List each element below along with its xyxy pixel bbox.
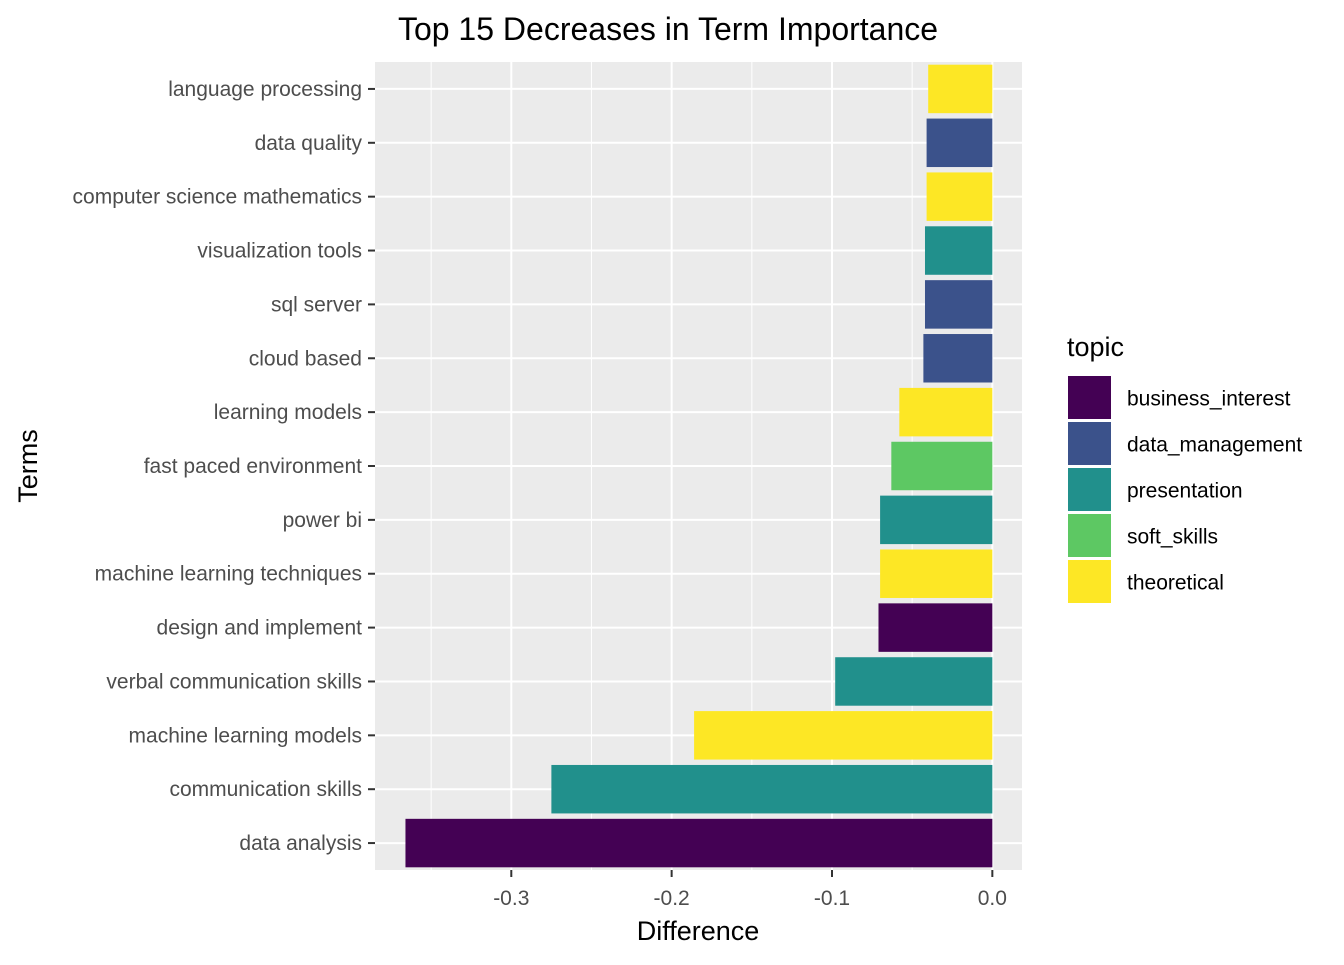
y-tick-label: verbal communication skills: [106, 670, 362, 693]
legend-label-theoretical: theoretical: [1127, 572, 1224, 595]
bar-fast-paced-environment: [891, 441, 993, 491]
legend-label-presentation: presentation: [1127, 480, 1243, 503]
y-tick-label: machine learning techniques: [95, 563, 362, 586]
y-tick-label: learning models: [214, 401, 362, 424]
y-axis: language processing data quality computer …: [73, 78, 375, 855]
y-tick-label: computer science mathematics: [73, 186, 362, 209]
legend-key-soft_skills: [1068, 514, 1111, 557]
chart-title: Top 15 Decreases in Term Importance: [398, 11, 938, 47]
legend-title: topic: [1067, 332, 1124, 362]
legend-label-soft_skills: soft_skills: [1127, 526, 1218, 549]
bar-data-analysis: [405, 818, 993, 868]
bar-sql-server: [924, 280, 993, 329]
y-tick-label: machine learning models: [129, 724, 362, 747]
y-tick-label: sql server: [271, 293, 362, 316]
y-tick-label: power bi: [283, 509, 362, 532]
bar-communication-skills: [551, 764, 993, 814]
x-tick-label: -0.3: [493, 887, 529, 910]
y-tick-label: data quality: [255, 132, 363, 155]
bar-data-quality: [926, 118, 993, 168]
x-axis: -0.3 -0.2 -0.1 0.0: [493, 870, 1007, 910]
bar-machine-learning-models: [694, 711, 993, 760]
x-tick-label: -0.1: [814, 887, 850, 910]
bars-layer: [405, 64, 993, 868]
legend-key-business_interest: [1068, 376, 1111, 419]
bar-verbal-communication-skills: [835, 657, 993, 706]
bar-computer-science-mathematics: [926, 172, 993, 221]
x-tick-label: -0.2: [654, 887, 690, 910]
legend-key-data_management: [1068, 422, 1111, 465]
x-tick-label: 0.0: [978, 887, 1007, 910]
legend-key-theoretical: [1068, 560, 1111, 603]
bar-design-and-implement: [878, 603, 993, 652]
y-tick-label: design and implement: [157, 617, 363, 640]
y-tick-label: cloud based: [249, 347, 362, 370]
legend-label-business_interest: business_interest: [1127, 388, 1291, 411]
bar-learning-models: [899, 387, 993, 437]
legend: topic business_interest data_managementpr…: [1067, 332, 1302, 603]
legend-label-data_management: data_management: [1127, 434, 1302, 457]
x-axis-title: Difference: [637, 916, 760, 946]
y-tick-label: visualization tools: [197, 240, 362, 263]
bar-power-bi: [880, 495, 993, 545]
y-axis-title: Terms: [13, 429, 43, 503]
bar-language-processing: [928, 64, 993, 114]
bar-cloud-based: [923, 334, 993, 383]
bar-machine-learning-techniques: [880, 549, 993, 598]
y-tick-label: fast paced environment: [144, 455, 362, 478]
y-tick-label: data analysis: [239, 832, 362, 855]
bar-visualization-tools: [924, 226, 993, 275]
legend-key-presentation: [1068, 468, 1111, 511]
y-tick-label: language processing: [168, 78, 362, 101]
y-tick-label: communication skills: [169, 778, 362, 801]
